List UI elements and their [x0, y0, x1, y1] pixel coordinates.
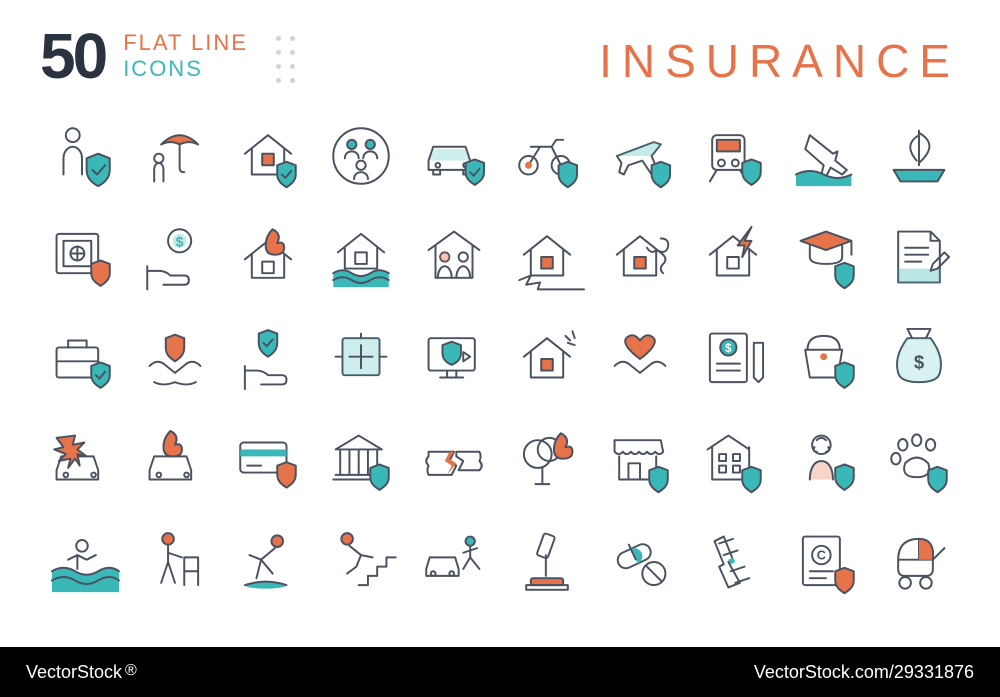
stroller-icon — [877, 516, 960, 608]
house-flood-icon — [319, 212, 402, 304]
svg-text:$: $ — [913, 351, 924, 372]
house-shield-icon — [226, 110, 309, 202]
footer: VectorStock® VectorStock.com/29331876 — [0, 647, 1000, 697]
svg-text:C: C — [816, 548, 825, 563]
main-title: INSURANCE — [599, 28, 960, 88]
house-fire-icon — [226, 212, 309, 304]
paw-shield-icon — [877, 415, 960, 507]
decorative-dots — [276, 36, 296, 84]
icon-grid: $ $ $ — [0, 98, 1000, 628]
icon-count: 50 — [40, 28, 105, 86]
drowning-icon — [40, 516, 123, 608]
header: 50 FLAT LINE ICONS INSURANCE — [0, 0, 1000, 98]
hand-coin-icon: $ — [133, 212, 216, 304]
graduation-shield-icon — [784, 212, 867, 304]
car-shield-icon — [412, 110, 495, 202]
stairs-fall-icon — [319, 516, 402, 608]
image-id: VectorStock.com/29331876 — [754, 662, 974, 683]
medical-cross-icon — [319, 313, 402, 405]
house-couple-icon — [412, 212, 495, 304]
hands-heart-icon — [598, 313, 681, 405]
credit-card-shield-icon — [226, 415, 309, 507]
train-shield-icon — [691, 110, 774, 202]
computer-shield-icon — [412, 313, 495, 405]
money-bag-icon: $ — [877, 313, 960, 405]
airplane-shield-icon — [598, 110, 681, 202]
purse-shield-icon — [784, 313, 867, 405]
shop-shield-icon — [598, 415, 681, 507]
hands-shield-icon — [133, 313, 216, 405]
umbrella-person-icon — [133, 110, 216, 202]
house-crack-icon — [505, 212, 588, 304]
slip-fall-icon — [226, 516, 309, 608]
car-pedestrian-icon — [412, 516, 495, 608]
house-lightning-icon — [691, 212, 774, 304]
house-break-icon — [505, 313, 588, 405]
man-shield-icon — [784, 415, 867, 507]
safe-shield-icon — [40, 212, 123, 304]
subtitle-line1: FLAT LINE — [123, 30, 248, 56]
subtitle-line2: ICONS — [123, 56, 248, 82]
person-shield-icon — [40, 110, 123, 202]
building-shield-icon — [691, 415, 774, 507]
house-storm-icon — [598, 212, 681, 304]
car-crash-icon — [40, 415, 123, 507]
bank-shield-icon — [319, 415, 402, 507]
ticket-break-icon — [412, 415, 495, 507]
motorcycle-shield-icon — [505, 110, 588, 202]
elderly-walker-icon — [133, 516, 216, 608]
sailboat-icon — [877, 110, 960, 202]
copyright-shield-icon: C — [784, 516, 867, 608]
document-pen-icon — [877, 212, 960, 304]
plane-crash-icon — [784, 110, 867, 202]
family-circle-icon — [319, 110, 402, 202]
briefcase-shield-icon — [40, 313, 123, 405]
hand-shield-icon — [226, 313, 309, 405]
subtitle: FLAT LINE ICONS — [123, 28, 248, 82]
brand-logo: VectorStock® — [26, 662, 137, 683]
tree-fire-icon — [505, 415, 588, 507]
car-fire-icon — [133, 415, 216, 507]
pills-icon — [598, 516, 681, 608]
money-document-icon: $ — [691, 313, 774, 405]
svg-text:$: $ — [725, 343, 732, 355]
gavel-icon — [505, 516, 588, 608]
broken-leg-icon — [691, 516, 774, 608]
